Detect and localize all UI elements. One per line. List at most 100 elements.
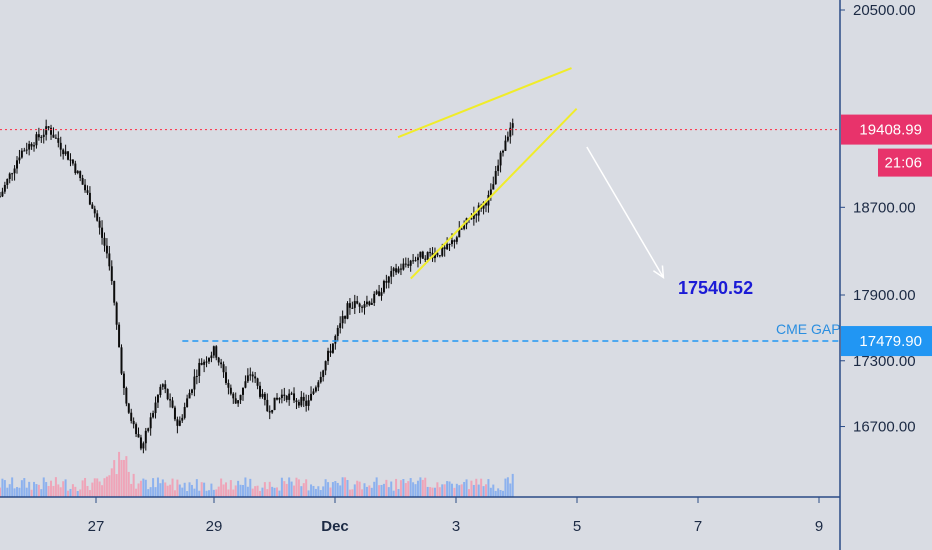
candle-body xyxy=(190,389,193,393)
volume-bar xyxy=(159,483,162,497)
volume-bar xyxy=(64,479,67,497)
wedge-upper-trendline[interactable] xyxy=(397,67,572,139)
candle-body xyxy=(142,443,145,449)
volume-bar xyxy=(54,477,57,497)
candle-body xyxy=(300,396,303,406)
candle-body xyxy=(149,417,152,429)
volume-bar xyxy=(142,478,145,497)
candle-body xyxy=(433,252,436,259)
volume-bar xyxy=(47,485,50,497)
candle-body xyxy=(268,411,271,413)
volume-bar xyxy=(346,479,349,497)
candle-body xyxy=(173,407,176,420)
cme-gap-annotation: CME GAP xyxy=(776,321,841,337)
volume-bar xyxy=(358,481,361,497)
candle-body xyxy=(251,374,254,377)
candle-body xyxy=(259,385,262,397)
volume-bar xyxy=(86,485,89,497)
candle-body xyxy=(412,260,415,262)
volume-bar xyxy=(487,479,490,497)
candle-body xyxy=(220,362,223,365)
volume-bar xyxy=(205,490,208,497)
volume-bar xyxy=(20,480,23,497)
price-axis-background xyxy=(840,0,932,550)
volume-bar xyxy=(348,489,351,497)
candle-body xyxy=(370,302,373,305)
volume-bar xyxy=(91,482,94,497)
candle-body xyxy=(249,374,252,376)
gap-price-tag-box xyxy=(841,326,932,357)
candle-body xyxy=(441,247,444,256)
volume-bar xyxy=(120,459,123,497)
target-arrow[interactable] xyxy=(586,146,665,279)
volume-bar xyxy=(62,481,65,497)
volume-bar xyxy=(307,490,310,497)
candle-body xyxy=(103,237,106,246)
volume-bar xyxy=(353,484,356,497)
candle-body xyxy=(203,361,206,365)
candle-body xyxy=(482,202,485,209)
volume-bar xyxy=(171,478,174,497)
candle-body xyxy=(295,400,298,402)
candle-body xyxy=(178,420,181,426)
volume-bar xyxy=(387,487,390,497)
volume-bar xyxy=(74,486,77,497)
volume-bar xyxy=(8,484,11,497)
volume-bar xyxy=(254,486,257,497)
volume-bar xyxy=(210,483,213,497)
candle-body xyxy=(419,251,422,258)
volume-bar xyxy=(135,488,138,497)
candle-body xyxy=(429,252,432,254)
volume-bar xyxy=(453,487,456,497)
candle-body xyxy=(397,268,400,273)
candle-body xyxy=(426,252,429,260)
candle-body xyxy=(460,228,463,230)
candle-body xyxy=(79,171,82,179)
candle-body xyxy=(453,240,456,242)
candle-body xyxy=(358,303,361,307)
time-axis-ticks: 27 29 Dec 3 5 7 9 xyxy=(88,497,823,535)
volume-bar xyxy=(421,479,424,497)
candle-body xyxy=(485,202,487,206)
volume-bar xyxy=(302,483,305,497)
candle-body xyxy=(409,260,412,266)
candle-body xyxy=(237,400,240,404)
candle-body xyxy=(310,393,313,401)
candle-body xyxy=(504,140,507,151)
volume-bar xyxy=(438,487,441,497)
candle-body xyxy=(273,397,276,411)
volume-bar xyxy=(295,477,298,497)
candle-body xyxy=(395,268,398,273)
candle-body xyxy=(69,159,72,161)
volume-bar xyxy=(477,484,480,497)
candle-body xyxy=(477,205,480,216)
candle-body xyxy=(195,375,198,377)
candle-body xyxy=(246,375,249,382)
candle-body xyxy=(164,384,167,390)
volume-bar xyxy=(200,482,203,497)
volume-bar xyxy=(395,478,398,497)
candle-body xyxy=(380,292,383,296)
volume-bar xyxy=(365,486,368,497)
candle-body xyxy=(356,301,359,304)
candle-body xyxy=(414,260,417,262)
candle-body xyxy=(353,301,356,308)
candle-body xyxy=(217,357,220,363)
volume-bar xyxy=(37,484,40,497)
volume-bar xyxy=(412,482,415,497)
candle-body xyxy=(261,393,264,397)
volume-bar xyxy=(276,487,279,497)
volume-bar xyxy=(215,489,218,497)
volume-bar xyxy=(370,487,373,497)
volume-bar xyxy=(317,486,320,497)
candle-body xyxy=(200,362,203,365)
volume-bar xyxy=(480,478,483,497)
volume-bar xyxy=(239,484,242,497)
candle-body xyxy=(198,362,201,376)
candle-body xyxy=(8,173,11,180)
volume-bar xyxy=(259,490,262,497)
wedge-lower-trendline[interactable] xyxy=(410,107,578,280)
volume-bar xyxy=(414,484,417,497)
volume-bar xyxy=(50,480,53,497)
candle-body xyxy=(215,346,218,358)
